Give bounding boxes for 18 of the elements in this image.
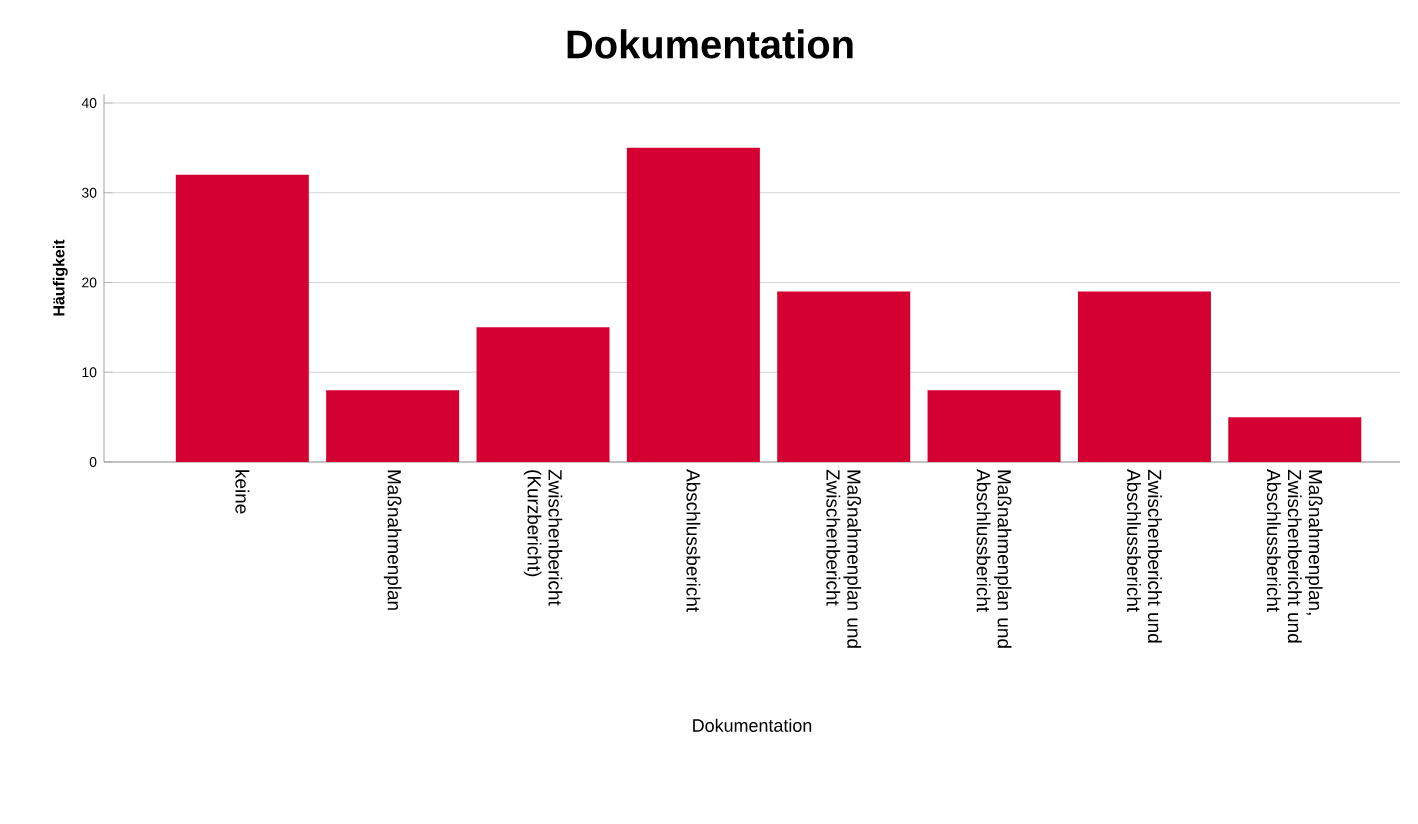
bar [476, 327, 610, 462]
bar [777, 291, 911, 462]
x-tick-label: keine [235, 470, 250, 514]
bar [626, 147, 760, 462]
x-axis-title: Dokumentation [693, 718, 812, 732]
x-tick-label: Zwischenbericht und Abschlussbericht [1127, 469, 1162, 643]
bar [1228, 417, 1362, 462]
x-tick-label: Zwischenbericht (Kurzbericht) [523, 469, 563, 606]
bar [1077, 291, 1211, 462]
x-tick-label: Abschlussbericht [686, 469, 701, 612]
bar [175, 174, 309, 462]
x-tick-label: Maßnahmenplan und Zwischenbericht [826, 469, 862, 648]
x-tick-label: Maßnahmenplan und Abschlussbericht [976, 469, 1012, 648]
bar [326, 390, 460, 462]
x-tick-label: Maßnahmenplan [383, 470, 402, 610]
x-tick-label: Maßnahmenplan, Zwischenbericht und Abschlussbericht [1266, 469, 1323, 643]
chart-title: Dokumentation [567, 29, 853, 59]
bar [927, 390, 1061, 462]
